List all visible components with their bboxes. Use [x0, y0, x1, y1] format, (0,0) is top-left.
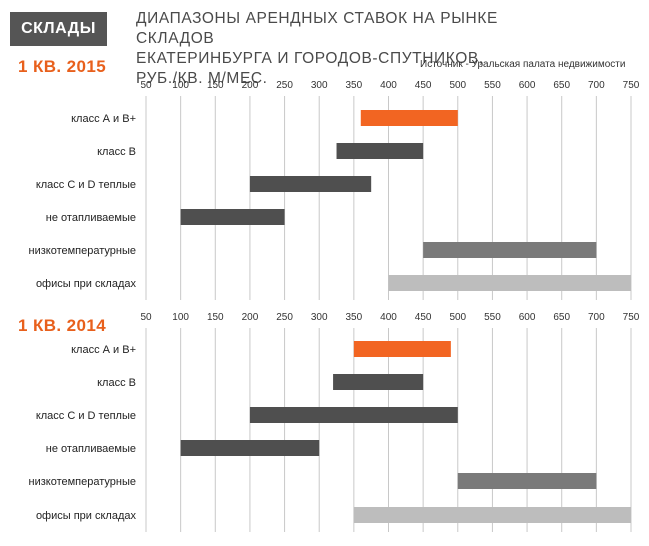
range-bar-1-2: [249, 407, 458, 423]
tick-label-0-8: 450: [415, 80, 432, 91]
range-bar-0-4: [423, 242, 597, 258]
tick-label-0-3: 200: [242, 80, 259, 91]
range-bar-0-3: [180, 209, 285, 225]
tick-label-0-6: 350: [346, 80, 363, 91]
category-label-1-0: класс А и В+: [71, 344, 136, 356]
period-title-2014: 1 КВ. 2014: [18, 316, 107, 335]
tick-label-0-7: 400: [380, 80, 397, 91]
category-label-1-2: класс С и D теплые: [36, 410, 136, 422]
tick-label-0-14: 750: [623, 80, 640, 91]
tick-label-0-11: 600: [519, 80, 536, 91]
category-label-0-4: низкотемпературные: [29, 245, 137, 257]
range-bar-0-2: [249, 176, 372, 192]
tick-label-1-7: 400: [380, 312, 397, 323]
category-label-0-1: класс В: [97, 146, 136, 158]
category-label-1-5: офисы при складах: [36, 510, 137, 522]
source-note: Источник - Уральская палата недвижимости: [420, 59, 626, 70]
tick-label-1-9: 500: [449, 312, 466, 323]
section-badge: СКЛАДЫ: [10, 12, 107, 46]
range-bar-0-1: [336, 143, 424, 159]
category-label-1-3: не отапливаемые: [46, 443, 136, 455]
tick-label-1-6: 350: [346, 312, 363, 323]
range-bar-0-5: [388, 275, 631, 291]
tick-label-1-10: 550: [484, 312, 501, 323]
tick-label-0-1: 100: [172, 80, 189, 91]
category-label-0-0: класс А и В+: [71, 113, 136, 125]
tick-label-0-9: 500: [449, 80, 466, 91]
range-bar-1-3: [180, 440, 320, 456]
tick-label-0-10: 550: [484, 80, 501, 91]
range-bar-1-5: [353, 507, 631, 523]
category-label-0-3: не отапливаемые: [46, 212, 136, 224]
tick-label-1-1: 100: [172, 312, 189, 323]
tick-label-0-2: 150: [207, 80, 224, 91]
tick-label-1-3: 200: [242, 312, 259, 323]
period-title-2015: 1 КВ. 2015: [18, 57, 107, 76]
category-label-0-2: класс С и D теплые: [36, 179, 136, 191]
tick-label-1-8: 450: [415, 312, 432, 323]
tick-label-1-5: 300: [311, 312, 328, 323]
tick-label-0-13: 700: [588, 80, 605, 91]
tick-label-0-4: 250: [276, 80, 293, 91]
range-bar-1-4: [457, 473, 597, 489]
tick-label-0-0: 50: [140, 80, 152, 91]
range-bar-1-0: [353, 341, 451, 357]
tick-label-1-0: 50: [140, 312, 152, 323]
tick-label-1-11: 600: [519, 312, 536, 323]
range-bar-0-0: [360, 110, 458, 126]
chart-title: ДИАПАЗОНЫ АРЕНДНЫХ СТАВОК НА РЫНКЕ СКЛАД…: [136, 9, 556, 89]
tick-label-0-5: 300: [311, 80, 328, 91]
category-label-1-1: класс В: [97, 377, 136, 389]
tick-label-0-12: 650: [553, 80, 570, 91]
title-line-2: ЕКАТЕРИНБУРГА И ГОРОДОВ-СПУТНИКОВ,: [136, 50, 484, 67]
tick-label-1-14: 750: [623, 312, 640, 323]
tick-label-1-4: 250: [276, 312, 293, 323]
range-bar-1-1: [333, 374, 424, 390]
category-label-1-4: низкотемпературные: [29, 476, 137, 488]
tick-label-1-12: 650: [553, 312, 570, 323]
title-line-3: РУБ./КВ. М/МЕС.: [136, 70, 268, 87]
title-line-1: ДИАПАЗОНЫ АРЕНДНЫХ СТАВОК НА РЫНКЕ СКЛАД…: [136, 10, 498, 47]
tick-label-1-2: 150: [207, 312, 224, 323]
tick-label-1-13: 700: [588, 312, 605, 323]
category-label-0-5: офисы при складах: [36, 278, 137, 290]
